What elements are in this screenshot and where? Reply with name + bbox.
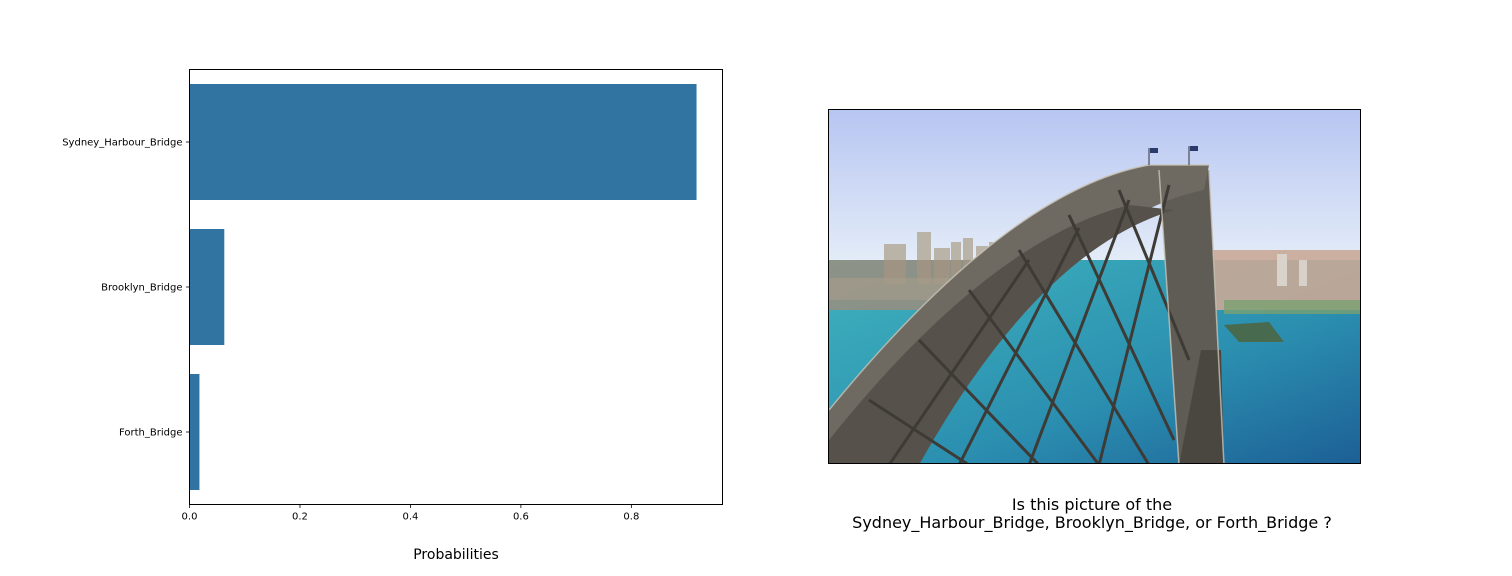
bridge-photo — [828, 109, 1361, 464]
x-axis-title: Probabilities — [413, 547, 499, 563]
question-caption: Is this picture of the Sydney_Harbour_Br… — [795, 496, 1389, 532]
question-line-1: Is this picture of the — [1011, 495, 1173, 514]
x-tick-label: 0.6 — [513, 512, 529, 523]
bars-layer — [189, 84, 697, 490]
bridge-photo-illustration — [829, 110, 1360, 463]
question-line-2: Sydney_Harbour_Bridge, Brooklyn_Bridge, … — [852, 513, 1332, 532]
x-tick-label: 0.2 — [292, 512, 308, 523]
x-tick-label: 0.8 — [623, 512, 639, 523]
y-tick-layer: Sydney_Harbour_Bridge Brooklyn_Bridge Fort… — [62, 138, 190, 439]
x-tick-label: 0.4 — [402, 512, 418, 523]
x-tick-layer: 0.0 0.2 0.4 0.6 0.8 — [182, 504, 639, 523]
y-tick-label: Brooklyn_Bridge — [101, 283, 182, 294]
bar-brooklyn-bridge — [189, 229, 225, 345]
y-tick-label: Forth_Bridge — [119, 428, 182, 439]
bar-sydney-harbour-bridge — [189, 84, 697, 200]
probability-bar-chart: Sydney_Harbour_Bridge Brooklyn_Bridge Fort… — [62, 69, 723, 563]
bar-forth-bridge — [189, 374, 200, 490]
x-tick-label: 0.0 — [182, 512, 198, 523]
y-tick-label: Sydney_Harbour_Bridge — [62, 138, 182, 149]
